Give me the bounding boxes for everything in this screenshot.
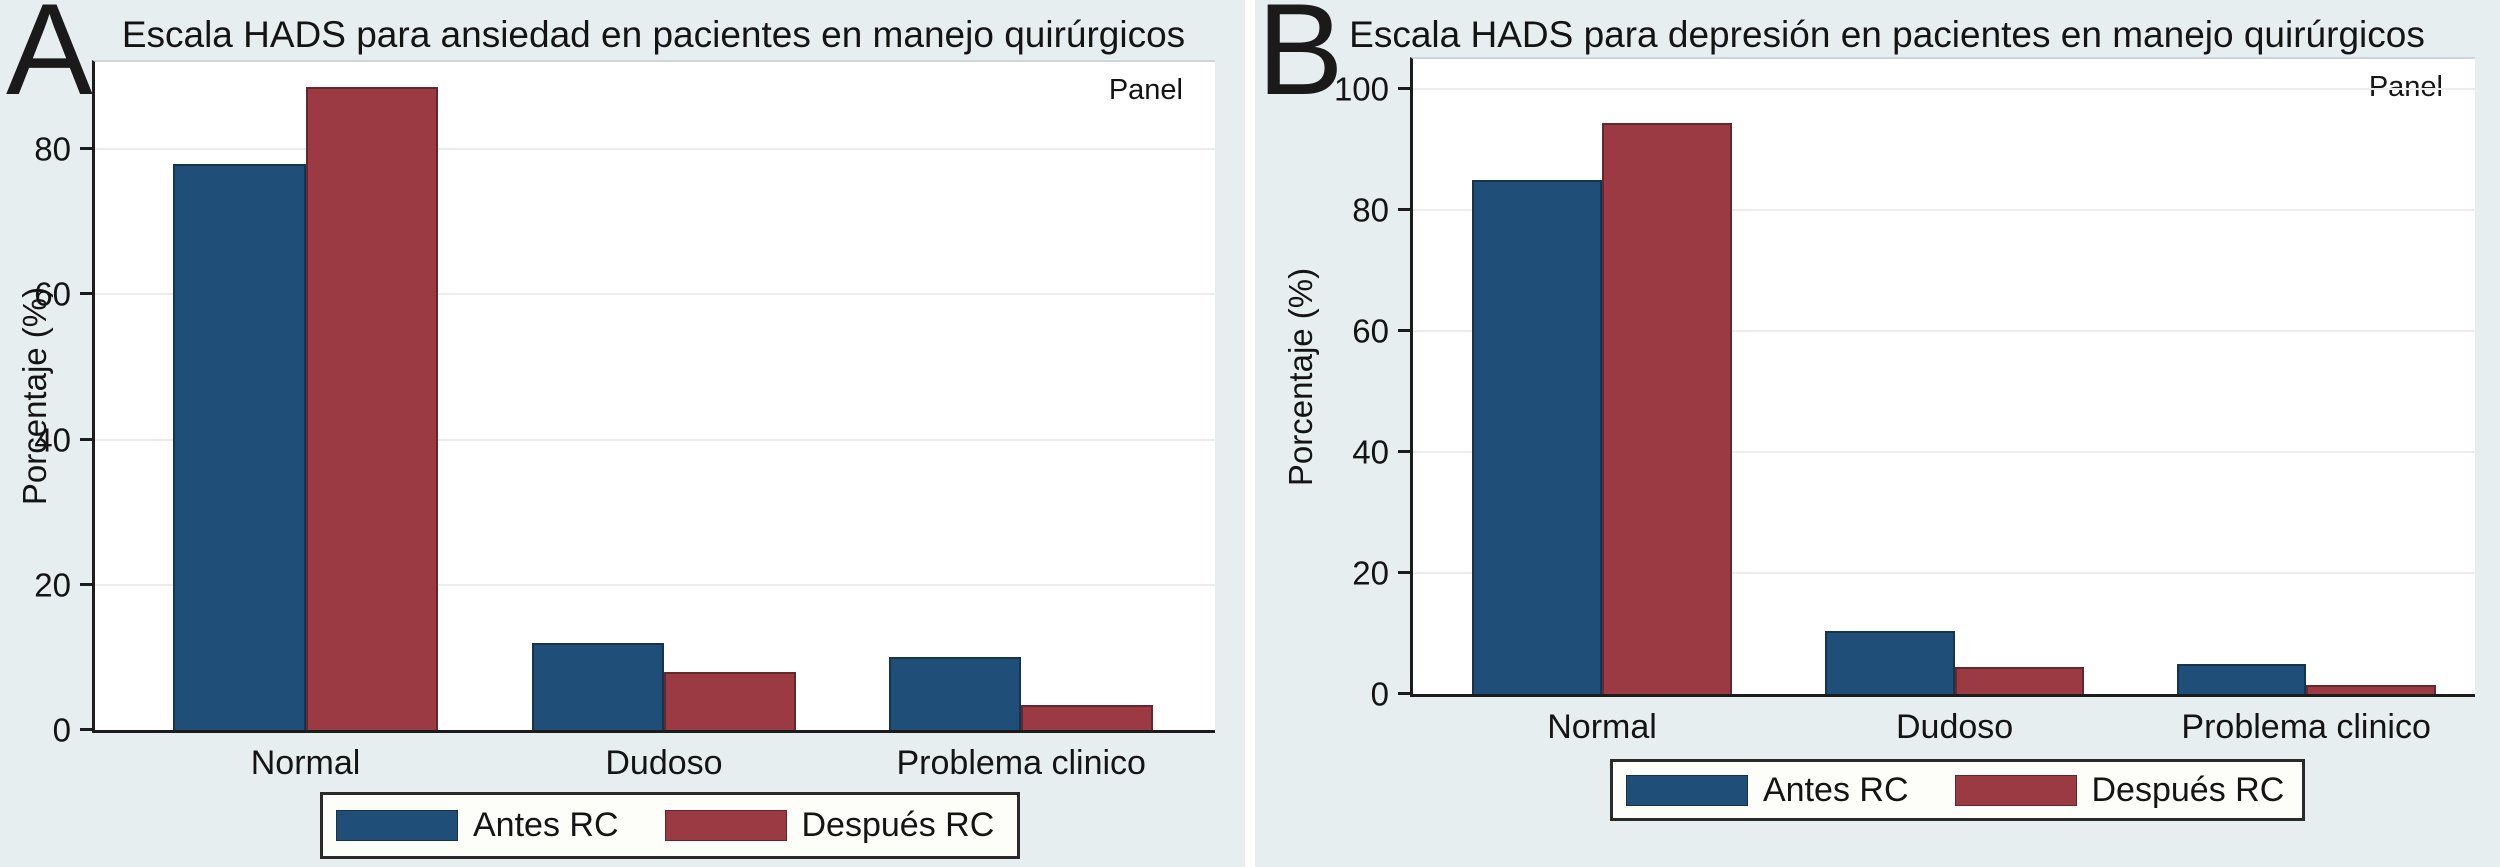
panel-a-note: Panel <box>1108 74 1183 106</box>
panel-b-title: Escala HADS para depresión en pacientes … <box>1349 14 2425 55</box>
bar-despues-0 <box>305 87 438 730</box>
bar-despues-1 <box>663 671 797 730</box>
bar-despues-1 <box>1954 666 2085 694</box>
bar-antes-1 <box>531 642 664 730</box>
gridline-60 <box>1413 330 2475 333</box>
y-tick-label-40: 40 <box>34 421 71 459</box>
bar-antes-2 <box>2176 663 2307 694</box>
despues-rc-label: Después RC <box>2091 770 2285 809</box>
x-category-label: Problema clinico <box>2181 708 2431 746</box>
y-tick-80 <box>80 147 95 151</box>
y-tick-label-0: 0 <box>1370 675 1389 713</box>
antes-rc-label: Antes RC <box>1763 770 1909 809</box>
panel-b-y-axis-label: Porcentaje (%) <box>1282 267 1319 486</box>
panel-a-legend: Antes RC Después RC <box>320 792 1020 859</box>
gridline-80 <box>95 148 1215 151</box>
despues-rc-swatch <box>1954 774 2077 806</box>
panel-b-note: Panel <box>2368 71 2443 103</box>
panel-a-y-axis-label: Porcentaje (%) <box>16 286 53 506</box>
bar-antes-0 <box>173 163 306 730</box>
y-tick-label-0: 0 <box>52 711 71 749</box>
gridline-60 <box>95 293 1215 296</box>
y-tick-20 <box>1398 571 1413 575</box>
panel-a-plot-area: Panel Porcentaje (%) 0 20 40 60 80 Normal Dudo… <box>16 60 1215 782</box>
panel-a-title: Escala HADS para ansiedad en pacientes e… <box>121 14 1186 55</box>
x-category-label: Normal <box>250 744 361 782</box>
despues-rc-swatch <box>664 810 787 841</box>
y-tick-label-80: 80 <box>1352 191 1389 229</box>
bar-antes-0 <box>1472 179 1603 694</box>
y-tick-label-100: 100 <box>1333 70 1389 108</box>
gridline-20 <box>95 583 1215 586</box>
y-tick-label-60: 60 <box>1352 312 1389 350</box>
panel-a-letter: A <box>6 0 93 122</box>
legend-entry-antes: Antes RC <box>336 806 619 845</box>
bar-despues-2 <box>1021 704 1154 730</box>
legend-entry-antes: Antes RC <box>1626 771 1909 810</box>
y-tick-0 <box>1398 692 1413 695</box>
panel-b-letter: B <box>1257 0 1344 122</box>
x-category-label: Dudoso <box>1896 708 2014 746</box>
x-category-label: Dudoso <box>605 744 723 782</box>
bar-antes-2 <box>889 657 1022 730</box>
x-category-label: Normal <box>1547 708 1657 746</box>
gridline-20 <box>1413 572 2475 575</box>
panel-b-legend: Antes RC Después RC <box>1610 759 2305 821</box>
gridline-40 <box>1413 451 2475 454</box>
bar-despues-2 <box>2306 684 2436 694</box>
y-tick-80 <box>1398 208 1413 212</box>
y-tick-40 <box>1398 450 1413 454</box>
y-tick-40 <box>80 437 95 441</box>
despues-rc-label: Después RC <box>801 806 995 844</box>
y-tick-0 <box>80 728 95 731</box>
y-tick-label-40: 40 <box>1352 433 1389 471</box>
y-tick-60 <box>1398 329 1413 333</box>
gridline-80 <box>1413 209 2475 212</box>
y-tick-label-80: 80 <box>34 130 71 168</box>
y-tick-60 <box>80 292 95 296</box>
legend-entry-despues: Después RC <box>1954 770 2285 810</box>
x-category-label: Problema clinico <box>896 744 1146 782</box>
panel-b-plot-area: Panel Porcentaje (%) 0 20 40 60 80 100 Normal D… <box>1282 57 2475 746</box>
y-tick-label-60: 60 <box>34 275 71 313</box>
antes-rc-label: Antes RC <box>473 806 619 844</box>
legend-entry-despues: Después RC <box>664 806 995 845</box>
panel-a: A Escala HADS para ansiedad en pacientes… <box>0 0 1245 867</box>
antes-rc-swatch <box>336 810 458 841</box>
gridline-40 <box>95 438 1215 441</box>
y-tick-100 <box>1398 87 1413 91</box>
panel-b: B Escala HADS para depresión en paciente… <box>1255 0 2500 867</box>
y-tick-20 <box>80 582 95 586</box>
y-tick-label-20: 20 <box>1352 554 1389 592</box>
antes-rc-swatch <box>1626 774 1748 806</box>
gridline-100 <box>1413 88 2475 91</box>
bar-antes-1 <box>1825 630 1955 694</box>
y-tick-label-20: 20 <box>34 566 71 604</box>
bar-despues-0 <box>1602 122 1732 694</box>
